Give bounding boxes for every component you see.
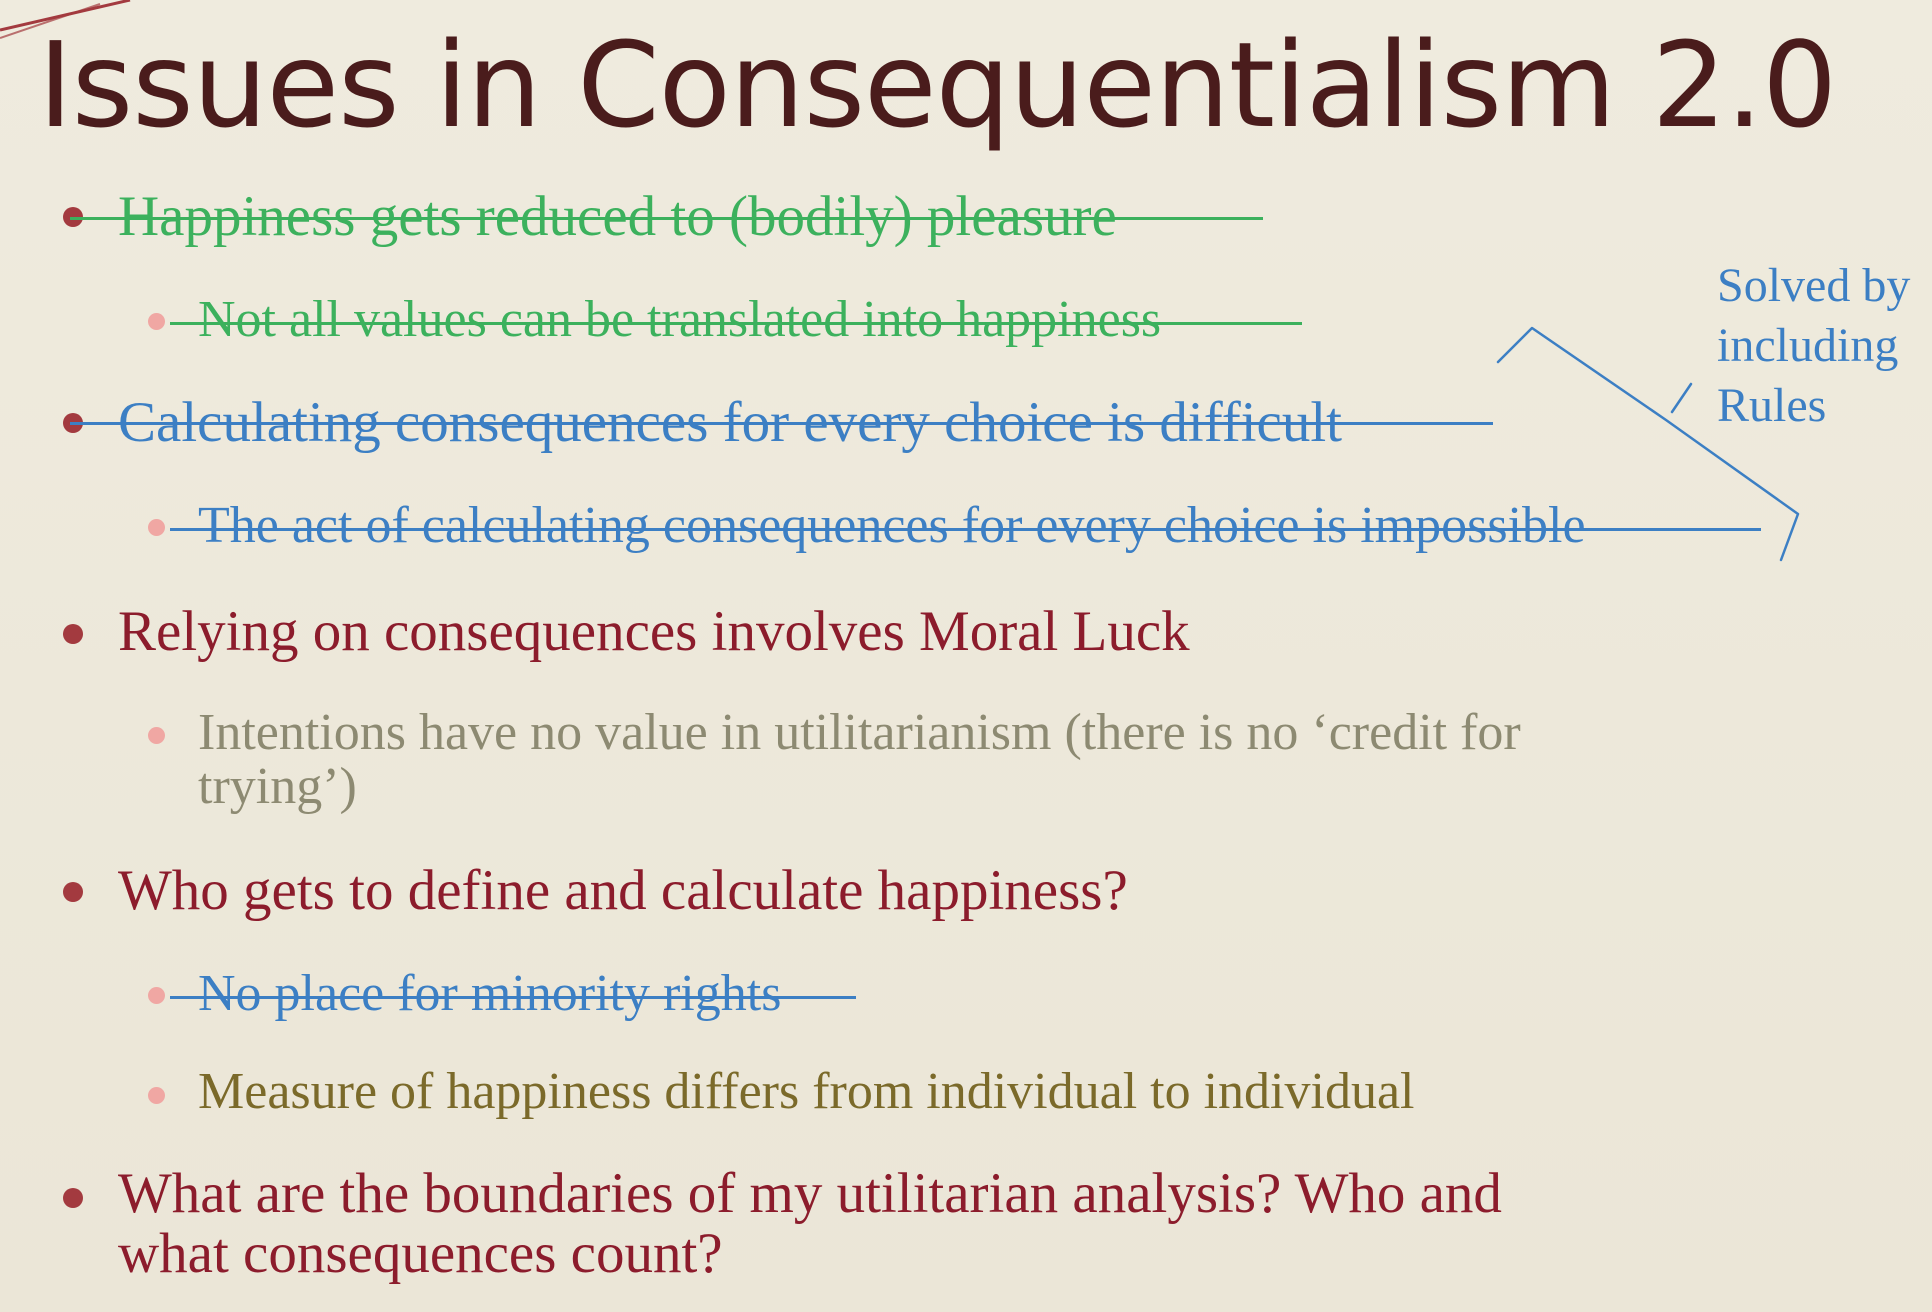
bullet-item-2: Not all values can be translated into ha…	[198, 291, 1162, 348]
item-text: What are the boundaries of my utilitaria…	[118, 1162, 1502, 1225]
slide-title: Issues in Consequentialism 2.0	[38, 16, 1837, 154]
bullet-item-6: Intentions have no value in utilitariani…	[198, 706, 1521, 814]
sub-bullet	[148, 987, 165, 1004]
item-text-continued: what consequences count?	[118, 1222, 723, 1285]
strikethrough-line	[70, 217, 1263, 220]
annotation-line: Solved by	[1717, 259, 1911, 312]
strikethrough-line	[170, 528, 1761, 531]
item-text: Calculating consequences for every choic…	[118, 391, 1342, 454]
bullet	[63, 882, 83, 902]
annotation-line: Rules	[1717, 379, 1827, 432]
item-text: Who gets to define and calculate happine…	[118, 859, 1128, 922]
strikethrough-line	[170, 322, 1302, 325]
annotation-line: including	[1717, 319, 1899, 372]
strikethrough-line	[170, 996, 856, 999]
item-text-continued: trying’)	[198, 758, 357, 815]
corner-pen-stroke	[0, 0, 131, 39]
bullet-item-8: No place for minority rights	[198, 965, 782, 1022]
bullet-item-4: The act of calculating consequences for …	[198, 497, 1586, 554]
item-text: Not all values can be translated into ha…	[198, 291, 1162, 348]
item-text: The act of calculating consequences for …	[198, 497, 1586, 554]
handwritten-annotation: Solved by including Rules	[1717, 256, 1910, 436]
bullet	[63, 624, 83, 644]
bullet-item-9: Measure of happiness differs from indivi…	[198, 1063, 1415, 1120]
sub-bullet	[148, 1087, 165, 1104]
sub-bullet	[148, 313, 165, 330]
bullet-item-1: Happiness gets reduced to (bodily) pleas…	[118, 186, 1117, 248]
bullet-item-7: Who gets to define and calculate happine…	[118, 860, 1128, 922]
item-text: Measure of happiness differs from indivi…	[198, 1063, 1415, 1120]
bullet	[63, 1188, 83, 1208]
item-text: No place for minority rights	[198, 965, 782, 1022]
sub-bullet	[148, 727, 165, 744]
sub-bullet	[148, 519, 165, 536]
strikethrough-line	[70, 422, 1493, 425]
item-text: Intentions have no value in utilitariani…	[198, 704, 1521, 761]
item-text: Happiness gets reduced to (bodily) pleas…	[118, 185, 1117, 248]
bullet-item-10: What are the boundaries of my utilitaria…	[118, 1164, 1502, 1284]
bullet-item-5: Relying on consequences involves Moral L…	[118, 601, 1190, 663]
bullet-item-3: Calculating consequences for every choic…	[118, 392, 1342, 454]
item-text: Relying on consequences involves Moral L…	[118, 600, 1190, 663]
